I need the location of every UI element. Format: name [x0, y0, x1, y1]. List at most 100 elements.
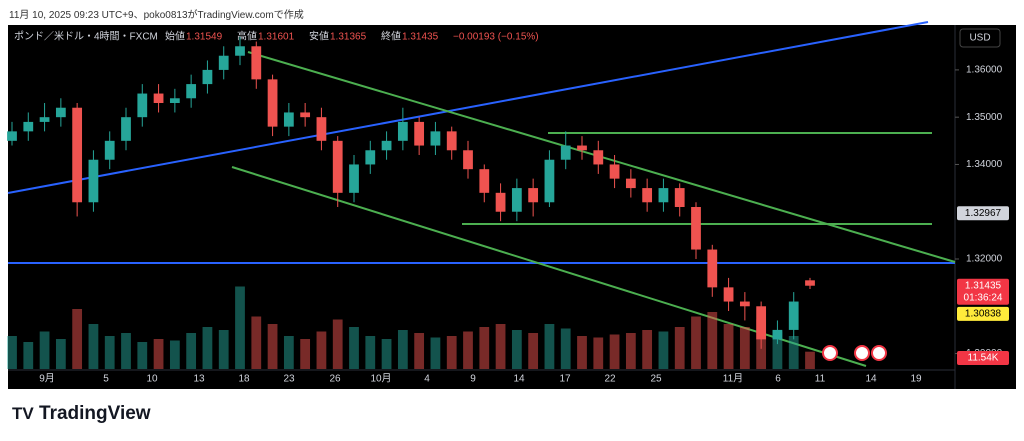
volume-bar	[23, 342, 34, 369]
x-tick-label: 14	[865, 374, 877, 385]
volume-bar	[283, 336, 294, 369]
candle-body	[88, 159, 99, 203]
candle-body	[397, 121, 408, 141]
volume-bar	[577, 336, 587, 369]
currency-button[interactable]	[959, 28, 1001, 48]
candle-body	[788, 301, 799, 330]
x-tick-label: 10	[146, 374, 158, 385]
legend-label: 安値	[309, 30, 329, 43]
price-label-timer: 01:36:24	[964, 292, 1003, 303]
volume-bar	[528, 333, 539, 369]
logo: TV	[12, 404, 34, 423]
volume-bar	[625, 333, 636, 369]
header: 11月 10, 2025 09:23 UTC+9、poko0813がTradin…	[9, 10, 304, 21]
candle-body	[642, 188, 653, 203]
legend-value: 1.31549	[186, 32, 223, 43]
x-tick-label: 26	[329, 374, 341, 385]
volume-bar	[7, 336, 17, 369]
volume-bar	[642, 330, 653, 369]
x-tick-label: 25	[650, 374, 662, 385]
candle-body	[707, 249, 718, 288]
y-tick-label: 1.34000	[966, 159, 1003, 170]
legend-change: −0.00193 (−0.15%)	[453, 32, 539, 43]
candle-body	[7, 131, 17, 141]
x-tick-label: 9月	[39, 373, 55, 385]
volume-bar	[251, 316, 262, 369]
price-label-box	[957, 306, 1009, 321]
volume-bar	[593, 337, 604, 369]
volume-bar	[674, 327, 685, 369]
candle-body	[316, 117, 327, 141]
candle-body	[381, 140, 392, 151]
price-label: 1.30838	[965, 309, 1002, 320]
volume-label: 11.54K	[968, 353, 999, 364]
volume-bar	[544, 324, 555, 369]
price-label-box	[957, 278, 1009, 305]
volume-bar	[137, 342, 148, 369]
x-tick-label: 17	[559, 374, 571, 385]
x-tick-label: 11月	[723, 373, 743, 385]
volume-bar	[495, 324, 506, 369]
volume-bar	[397, 330, 408, 369]
candle-body	[121, 117, 131, 141]
candle-body	[55, 107, 66, 118]
candle-body	[609, 164, 620, 179]
legend-value: 1.31365	[330, 32, 367, 43]
candle-body	[577, 145, 587, 151]
volume-bar	[414, 333, 425, 369]
volume-bar	[707, 312, 718, 369]
legend-label: 始値	[165, 30, 185, 43]
volume-bar	[772, 331, 783, 369]
price-label: 1.31435	[965, 280, 1002, 291]
volume-bar	[349, 327, 359, 369]
volume-label-box	[957, 351, 1009, 365]
volume-bar	[446, 336, 457, 369]
candle-body	[72, 107, 83, 203]
volume-bar	[104, 336, 115, 369]
volume-bar	[658, 331, 669, 369]
candle-body	[658, 188, 669, 203]
candle-body	[349, 164, 359, 193]
price-label: 1.32967	[965, 208, 1002, 219]
candle-body	[137, 93, 148, 118]
y-tick-label: 1.35000	[966, 112, 1003, 123]
candle-body	[674, 188, 685, 207]
volume-bar	[300, 339, 311, 369]
candle-body	[202, 69, 213, 85]
x-tick-label: 9	[470, 374, 476, 385]
x-tick-label: 19	[910, 374, 922, 385]
legend-value: 1.31435	[402, 32, 439, 43]
candle-body	[104, 140, 115, 160]
volume-bar	[691, 316, 701, 369]
legend-value: 1.31601	[258, 32, 295, 43]
x-tick-label: 11	[815, 374, 826, 385]
brand: TradingView	[39, 403, 151, 424]
candle-body	[332, 140, 343, 193]
candle-body	[365, 150, 376, 165]
y-tick-label: 1.36000	[966, 65, 1003, 76]
candle-body	[691, 207, 701, 250]
candle-body	[625, 178, 636, 189]
volume-bar	[186, 333, 197, 369]
volume-bar	[788, 336, 799, 369]
candle-body	[544, 159, 555, 203]
candle-body	[414, 121, 425, 146]
currency[interactable]: USD	[969, 33, 990, 44]
candle-body	[39, 117, 50, 122]
x-tick-label: 14	[513, 374, 525, 385]
x-tick-label: 18	[238, 374, 250, 385]
candle-body	[528, 188, 539, 203]
candle-body	[251, 46, 262, 80]
x-tick-label: 23	[283, 374, 295, 385]
candle-body	[511, 188, 522, 212]
volume-bar	[609, 334, 620, 369]
candle-body	[23, 121, 34, 132]
candle-body	[479, 169, 490, 193]
volume-bar	[560, 328, 571, 369]
volume-bar	[739, 327, 750, 369]
legend-label: 高値	[237, 30, 257, 43]
candle-body	[169, 98, 180, 103]
candle-body	[495, 192, 506, 212]
volume-bar	[235, 286, 245, 369]
